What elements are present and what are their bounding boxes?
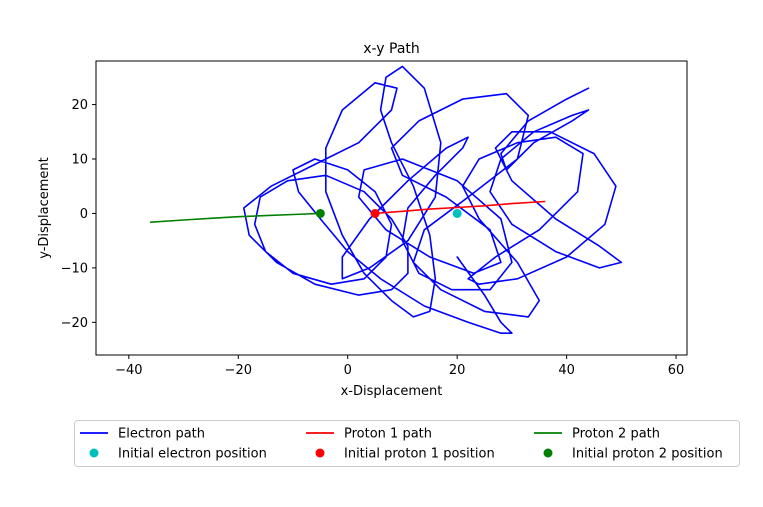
y-axis-ticks: −20 −10 0 10 20 — [61, 98, 96, 331]
initial-electron-position-marker — [452, 208, 462, 218]
chart-title: x-y Path — [363, 41, 420, 57]
legend-swatch-initial-electron-position — [89, 448, 99, 458]
legend-swatch-initial-proton-2-position — [543, 448, 553, 458]
y-tick-label: −20 — [61, 316, 88, 331]
legend-label-proton-1-path: Proton 1 path — [344, 427, 432, 442]
y-tick-label: 0 — [80, 207, 88, 222]
legend-label-proton-2-path: Proton 2 path — [572, 427, 660, 442]
legend-label-initial-proton-1-position: Initial proton 1 position — [344, 447, 495, 462]
plot-area — [95, 60, 688, 356]
legend-label-initial-proton-2-position: Initial proton 2 position — [572, 447, 723, 462]
legend: Electron path Proton 1 path Proton 2 path I… — [74, 420, 740, 467]
series-layer — [149, 65, 623, 335]
x-tick-label: −20 — [225, 363, 252, 378]
legend-items: Electron path Proton 1 path Proton 2 path I… — [80, 427, 723, 462]
y-tick-label: −10 — [61, 261, 88, 276]
initial-proton-2-position-marker — [315, 208, 325, 218]
initial-proton-1-position-marker — [370, 208, 380, 218]
x-tick-label: 40 — [558, 363, 575, 378]
x-tick-label: 20 — [449, 363, 466, 378]
y-tick-label: 10 — [71, 153, 88, 168]
axes-frame — [95, 60, 688, 356]
x-tick-label: −40 — [115, 363, 142, 378]
x-tick-label: 0 — [344, 363, 352, 378]
x-axis-ticks: −40 −20 0 20 40 60 — [115, 355, 684, 378]
axes-background — [96, 61, 687, 355]
proton-2-path-line — [149, 212, 322, 223]
legend-swatch-initial-proton-1-position — [315, 448, 325, 458]
y-tick-label: 20 — [71, 98, 88, 113]
legend-frame — [74, 420, 740, 467]
electron-path-line — [243, 65, 623, 335]
proton-1-path-line — [374, 200, 546, 215]
x-tick-label: 60 — [668, 363, 685, 378]
y-axis-label: y-Displacement — [37, 157, 52, 259]
legend-label-initial-electron-position: Initial electron position — [118, 447, 267, 462]
legend-label-electron-path: Electron path — [118, 427, 205, 442]
x-axis-label: x-Displacement — [341, 384, 443, 399]
